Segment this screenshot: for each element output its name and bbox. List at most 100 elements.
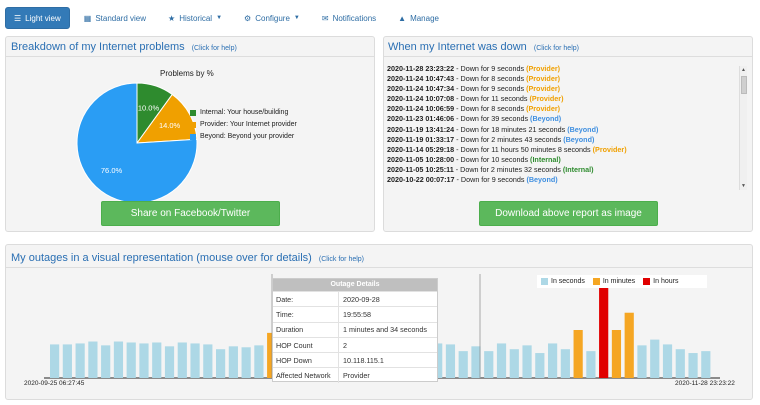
outage-bar[interactable] xyxy=(101,345,111,378)
legend-minutes: In minutes xyxy=(592,278,636,285)
outage-bar[interactable] xyxy=(190,343,200,378)
outage-bar[interactable] xyxy=(548,343,558,378)
legend-hours-label: In hours xyxy=(653,278,679,285)
entry-text: - Down for 9 seconds xyxy=(454,175,527,185)
tooltip-row: Date: 2020-09-28 xyxy=(273,291,437,307)
outage-bar[interactable] xyxy=(254,345,264,378)
outage-bar[interactable] xyxy=(228,346,238,378)
legend-seconds: In seconds xyxy=(541,278,585,285)
outage-bar[interactable] xyxy=(75,343,85,378)
scroll-thumb[interactable] xyxy=(741,76,747,94)
chevron-down-icon: ▼ xyxy=(216,15,223,21)
tooltip-value: Provider xyxy=(343,371,370,381)
tooltip-key: Duration xyxy=(273,322,339,337)
outage-bar[interactable] xyxy=(177,342,187,378)
scroll-up-icon[interactable]: ▲ xyxy=(741,67,746,73)
legend-minutes-label: In minutes xyxy=(602,278,636,285)
outage-bar[interactable] xyxy=(586,351,596,378)
outage-bar[interactable] xyxy=(611,330,622,378)
pie-slice-provider[interactable] xyxy=(135,93,198,144)
outage-bar[interactable] xyxy=(573,330,583,378)
downtime-log[interactable]: 2020-11-28 23:23:22 - Down for 9 seconds… xyxy=(387,64,739,188)
breakdown-help-link[interactable]: (Click for help) xyxy=(191,45,237,52)
downtime-entry: 2020-11-28 23:23:22 - Down for 9 seconds… xyxy=(387,64,739,74)
entry-tag: (Internal) xyxy=(530,154,561,164)
outage-bar[interactable] xyxy=(662,344,673,378)
nav-standard-view[interactable]: ▦ Standard view xyxy=(76,7,154,29)
outage-bar[interactable] xyxy=(675,349,685,378)
entry-timestamp: 2020-11-05 10:28:00 xyxy=(387,154,455,164)
entry-timestamp: 2020-11-19 13:41:24 xyxy=(387,124,455,134)
nav-configure[interactable]: ⚙ Configure ▼ xyxy=(236,7,308,29)
downtime-entry: 2020-10-22 00:07:17 - Down for 9 seconds… xyxy=(387,175,739,185)
outage-bar[interactable] xyxy=(560,349,570,378)
outage-bar[interactable] xyxy=(241,347,251,378)
entry-text: - Down for 10 seconds xyxy=(454,154,531,164)
grid-icon: ▦ xyxy=(83,13,92,23)
outage-bar[interactable] xyxy=(688,353,698,378)
entry-timestamp: 2020-11-14 05:29:18 xyxy=(387,144,455,154)
envelope-icon: ✉ xyxy=(321,13,329,23)
outage-bar[interactable] xyxy=(599,282,609,378)
tooltip-value: 1 minutes and 34 seconds xyxy=(343,325,427,335)
pie-slice-beyond[interactable] xyxy=(76,82,198,204)
outage-bar[interactable] xyxy=(203,344,213,378)
nav-notifications[interactable]: ✉ Notifications xyxy=(314,7,384,29)
outages-title: My outages in a visual representation (m… xyxy=(11,252,364,264)
outage-bar[interactable] xyxy=(624,312,634,378)
downtime-entry: 2020-11-19 01:33:17 - Down for 2 minutes… xyxy=(387,135,739,145)
downtime-help-link[interactable]: (Click for help) xyxy=(533,45,579,52)
outage-bar[interactable] xyxy=(701,351,711,378)
star-icon: ★ xyxy=(168,13,176,23)
entry-text: - Down for 11 hours 50 minutes 8 seconds xyxy=(454,144,593,154)
nav-historical-label: Historical xyxy=(179,13,213,23)
nav-historical[interactable]: ★ Historical ▼ xyxy=(160,7,230,29)
outage-bar[interactable] xyxy=(535,353,545,378)
downtime-scrollbar[interactable]: ▲ ▼ xyxy=(739,66,747,190)
nav-manage[interactable]: ▲ Manage xyxy=(390,7,447,29)
nav-light-view[interactable]: ☰ Light view xyxy=(5,7,70,29)
downtime-entry: 2020-11-24 10:06:59 - Down for 8 seconds… xyxy=(387,104,739,114)
outage-bar[interactable] xyxy=(113,341,124,378)
list-icon: ☰ xyxy=(14,13,22,23)
divider xyxy=(6,56,374,57)
outage-bar[interactable] xyxy=(152,342,162,378)
outage-bar[interactable] xyxy=(50,344,60,378)
scroll-down-icon[interactable]: ▼ xyxy=(741,183,746,189)
outage-bar[interactable] xyxy=(88,341,98,378)
outage-bar[interactable] xyxy=(496,343,507,378)
outage-bar[interactable] xyxy=(126,342,136,378)
outage-bar[interactable] xyxy=(509,349,519,378)
chevron-down-icon: ▼ xyxy=(293,15,300,21)
downtime-panel xyxy=(383,36,753,232)
entry-text: - Down for 2 minutes 32 seconds xyxy=(453,164,563,174)
pie-slice-label: 14.0% xyxy=(159,121,181,130)
breakdown-title-text: Breakdown of my Internet problems xyxy=(11,41,185,53)
outage-bar[interactable] xyxy=(216,349,226,378)
outage-bar[interactable] xyxy=(471,346,481,378)
outage-bar[interactable] xyxy=(445,344,456,378)
pie-chart[interactable]: 10.0% 14.0% 76.0% xyxy=(72,78,202,208)
outages-help-link[interactable]: (Click for help) xyxy=(318,256,365,263)
outage-bar[interactable] xyxy=(484,351,494,378)
outage-bar[interactable] xyxy=(637,345,647,378)
top-nav: ☰ Light view ▦ Standard view ★ Historica… xyxy=(5,6,453,30)
outage-bar[interactable] xyxy=(164,346,175,378)
outage-bar[interactable] xyxy=(62,344,72,378)
legend-seconds-label: In seconds xyxy=(551,278,585,285)
outage-bar[interactable] xyxy=(458,351,468,378)
entry-text: - Down for 8 seconds xyxy=(454,74,527,84)
entry-tag: (Provider) xyxy=(526,74,561,84)
tooltip-rows: Date: 2020-09-28 Time: 19:55:58 Duration 1 mi… xyxy=(273,291,437,383)
entry-tag: (Provider) xyxy=(529,94,564,104)
entry-timestamp: 2020-11-24 10:47:34 xyxy=(387,84,455,94)
outage-bar[interactable] xyxy=(139,343,149,378)
outage-bar[interactable] xyxy=(522,345,532,378)
tooltip-value: 2 xyxy=(343,340,347,350)
warning-icon: ▲ xyxy=(398,13,407,23)
downtime-entry: 2020-11-14 05:29:18 - Down for 11 hours … xyxy=(387,145,739,155)
entry-text: - Down for 39 seconds xyxy=(454,114,531,124)
download-button[interactable]: Download above report as image xyxy=(479,201,658,226)
share-button[interactable]: Share on Facebook/Twitter xyxy=(101,201,280,226)
outage-bar[interactable] xyxy=(650,339,660,378)
